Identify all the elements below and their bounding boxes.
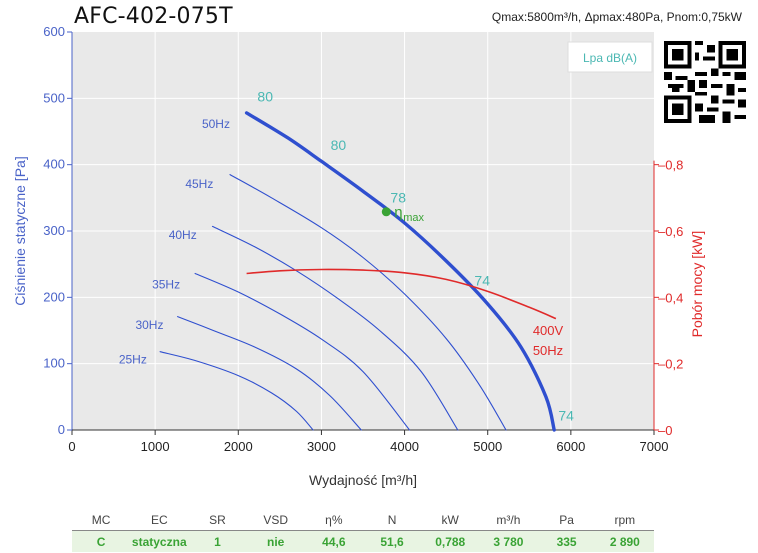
summary-header-cell: SR — [188, 510, 247, 531]
y-tick-label: 100 — [43, 356, 65, 371]
y-tick-label: 0 — [58, 422, 65, 437]
summary-value-cell: 335 — [537, 530, 596, 552]
x-tick-label: 2000 — [224, 439, 253, 454]
noise-level-label: 80 — [257, 89, 273, 105]
fan-curve-label: 25Hz — [119, 353, 147, 367]
y-tick-label: 500 — [43, 90, 65, 105]
summary-value-cell: 51,6 — [362, 530, 422, 552]
summary-header-row: MC EC SR VSD η% N kW m³/h Pa rpm — [72, 510, 654, 531]
summary-value-cell: 0,788 — [421, 530, 480, 552]
y2-tick-label: –0,6 — [658, 224, 683, 239]
x-tick-label: 1000 — [141, 439, 170, 454]
qr-code-icon — [664, 41, 746, 123]
fan-curve-50Hz — [244, 111, 556, 432]
spec-summary: Qmax:5800m³/h, Δpmax:480Pa, Pnom:0,75kW — [491, 10, 742, 24]
x-tick-label: 5000 — [473, 439, 502, 454]
y-tick-label: 200 — [43, 289, 65, 304]
fan-curve-label: 30Hz — [135, 318, 163, 332]
efficiency-point — [381, 207, 391, 217]
efficiency-label: η — [394, 204, 402, 221]
summary-header-cell: EC — [130, 510, 189, 531]
y2-axis-title: Pobór mocy [kW] — [689, 231, 705, 338]
summary-value-cell: C — [72, 530, 131, 552]
noise-level-label: 74 — [474, 272, 490, 288]
fan-curve-25Hz — [159, 351, 314, 431]
summary-value-cell: 44,6 — [304, 530, 363, 552]
summary-header-cell: η% — [304, 510, 363, 531]
summary-header-cell: kW — [421, 510, 480, 531]
x-tick-label: 0 — [68, 439, 75, 454]
summary-header-cell: VSD — [246, 510, 305, 531]
fan-curve-label: 35Hz — [152, 278, 180, 292]
fan-curve-label: 40Hz — [169, 228, 197, 242]
summary-header-cell: N — [362, 510, 422, 531]
y2-tick-label: –0 — [658, 423, 672, 438]
power-curve-label: 50Hz — [533, 343, 563, 358]
y-axis-title: Ciśnienie statyczne [Pa] — [12, 156, 28, 305]
y2-tick-label: –0,2 — [658, 357, 683, 372]
y-tick-label: 300 — [43, 223, 65, 238]
fan-curve-35Hz — [194, 272, 411, 431]
y2-tick-label: –0,8 — [658, 158, 683, 173]
x-tick-label: 4000 — [390, 439, 419, 454]
x-tick-label: 6000 — [556, 439, 585, 454]
summary-header-cell: m³/h — [479, 510, 538, 531]
power-curve — [246, 268, 557, 320]
summary-value-cell: statyczna — [130, 530, 189, 552]
y-tick-label: 400 — [43, 157, 65, 172]
legend-label: Lpa dB(A) — [583, 51, 637, 65]
x-tick-label: 7000 — [640, 439, 669, 454]
x-tick-label: 3000 — [307, 439, 336, 454]
noise-level-label: 74 — [558, 408, 574, 424]
y2-tick-label: –0,4 — [658, 290, 683, 305]
fan-curve-30Hz — [177, 316, 362, 431]
fan-curve-40Hz — [211, 225, 459, 431]
summary-value-cell: 3 780 — [479, 530, 538, 552]
summary-value-row: C statyczna 1 nie 44,6 51,6 0,788 3 780 … — [72, 530, 654, 552]
efficiency-label-sub: max — [403, 212, 424, 224]
noise-level-label: 78 — [390, 189, 406, 205]
legend-box — [567, 41, 653, 73]
fan-curve-label: 50Hz — [202, 117, 230, 131]
chart-title: AFC-402-075T — [74, 4, 233, 29]
summary-header-cell: Pa — [537, 510, 596, 531]
fan-curve-label: 45Hz — [185, 177, 213, 191]
summary-header-cell: rpm — [595, 510, 654, 531]
x-axis-title: Wydajność [m³/h] — [309, 472, 417, 488]
summary-value-cell: nie — [246, 530, 305, 552]
power-curve-label: 400V — [533, 323, 564, 338]
fan-performance-chart: 0 1000 2000 3000 4000 5000 6000 7000 0 100 200 300 4… — [12, 24, 705, 488]
summary-value-cell: 1 — [188, 530, 247, 552]
summary-value-cell: 2 890 — [595, 530, 654, 552]
y-tick-label: 600 — [43, 24, 65, 39]
noise-level-label: 80 — [331, 137, 347, 153]
summary-table: MC EC SR VSD η% N kW m³/h Pa rpm C staty… — [72, 510, 654, 552]
fan-curve-45Hz — [229, 174, 507, 431]
summary-header-cell: MC — [72, 510, 131, 531]
